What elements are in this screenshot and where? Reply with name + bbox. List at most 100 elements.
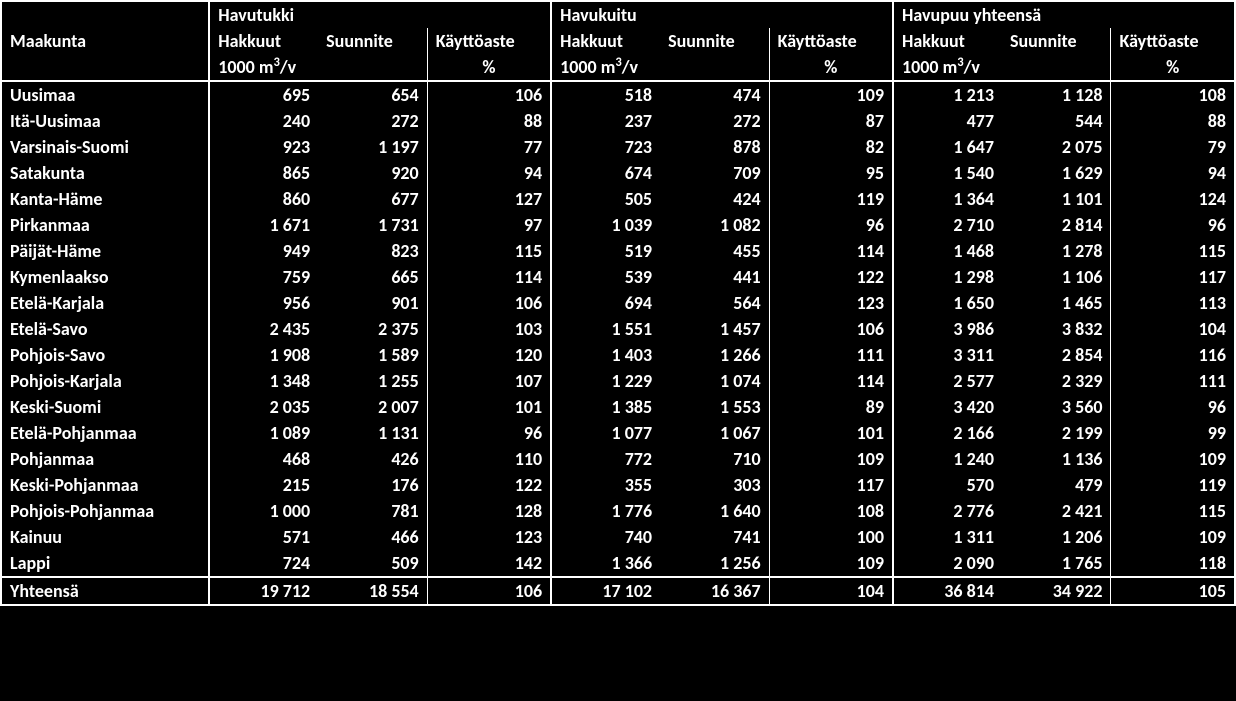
cell-region: Etelä-Savo <box>1 316 209 342</box>
cell-region: Pohjois-Karjala <box>1 368 209 394</box>
sub-kayttoaste-2: Käyttöaste <box>769 28 893 54</box>
cell-g2-s: 709 <box>660 160 769 186</box>
cell-g2-k: 114 <box>769 368 893 394</box>
total-g1-s: 18 554 <box>318 577 427 605</box>
sub-suunnite-2: Suunnite <box>660 28 769 54</box>
cell-g3-k: 104 <box>1111 316 1235 342</box>
cell-g3-s: 1 278 <box>1002 238 1111 264</box>
cell-region: Pohjanmaa <box>1 446 209 472</box>
cell-g3-h: 2 166 <box>893 420 1002 446</box>
cell-g1-k: 142 <box>427 550 551 577</box>
cell-g1-k: 110 <box>427 446 551 472</box>
cell-g3-k: 111 <box>1111 368 1235 394</box>
cell-g2-s: 741 <box>660 524 769 550</box>
cell-g1-k: 77 <box>427 134 551 160</box>
cell-g1-k: 115 <box>427 238 551 264</box>
cell-g2-h: 1 551 <box>551 316 660 342</box>
cell-g1-h: 468 <box>209 446 318 472</box>
cell-g1-k: 127 <box>427 186 551 212</box>
cell-g1-h: 759 <box>209 264 318 290</box>
cell-g3-s: 2 421 <box>1002 498 1111 524</box>
cell-g2-s: 878 <box>660 134 769 160</box>
cell-g3-h: 1 240 <box>893 446 1002 472</box>
cell-region: Keski-Pohjanmaa <box>1 472 209 498</box>
cell-g1-s: 1 589 <box>318 342 427 368</box>
cell-region: Pohjois-Pohjanmaa <box>1 498 209 524</box>
sub-hakkuut-1: Hakkuut <box>209 28 318 54</box>
cell-g3-s: 479 <box>1002 472 1111 498</box>
cell-g3-h: 1 364 <box>893 186 1002 212</box>
cell-g1-h: 923 <box>209 134 318 160</box>
unit-vol-2: 1000 m3/v <box>551 54 769 81</box>
cell-g3-s: 2 075 <box>1002 134 1111 160</box>
table-row: Kainuu5714661237407411001 3111 206109 <box>1 524 1235 550</box>
cell-g1-k: 123 <box>427 524 551 550</box>
cell-g1-h: 2 035 <box>209 394 318 420</box>
cell-g2-h: 674 <box>551 160 660 186</box>
cell-g3-s: 2 854 <box>1002 342 1111 368</box>
cell-g1-h: 2 435 <box>209 316 318 342</box>
cell-g2-s: 1 082 <box>660 212 769 238</box>
table-row: Päijät-Häme9498231155194551141 4681 2781… <box>1 238 1235 264</box>
cell-g3-s: 2 814 <box>1002 212 1111 238</box>
table-row: Pirkanmaa1 6711 731971 0391 082962 7102 … <box>1 212 1235 238</box>
cell-g3-h: 2 710 <box>893 212 1002 238</box>
cell-g2-k: 114 <box>769 238 893 264</box>
cell-g2-s: 1 256 <box>660 550 769 577</box>
table-foot: Yhteensä 19 712 18 554 106 17 102 16 367… <box>1 577 1235 605</box>
cell-g3-k: 88 <box>1111 108 1235 134</box>
group-2: Havukuitu <box>551 1 893 28</box>
cell-region: Pohjois-Savo <box>1 342 209 368</box>
cell-g1-s: 466 <box>318 524 427 550</box>
cell-g1-s: 426 <box>318 446 427 472</box>
cell-g2-h: 519 <box>551 238 660 264</box>
cell-g2-k: 117 <box>769 472 893 498</box>
cell-g2-s: 564 <box>660 290 769 316</box>
cell-region: Itä-Uusimaa <box>1 108 209 134</box>
cell-g3-h: 1 213 <box>893 81 1002 108</box>
cell-g2-s: 441 <box>660 264 769 290</box>
cell-g3-k: 116 <box>1111 342 1235 368</box>
total-g3-h: 36 814 <box>893 577 1002 605</box>
cell-region: Satakunta <box>1 160 209 186</box>
cell-g3-h: 477 <box>893 108 1002 134</box>
cell-g3-k: 119 <box>1111 472 1235 498</box>
total-label: Yhteensä <box>1 577 209 605</box>
cell-g2-h: 723 <box>551 134 660 160</box>
sub-kayttoaste-1: Käyttöaste <box>427 28 551 54</box>
group-3: Havupuu yhteensä <box>893 1 1235 28</box>
table-row: Kanta-Häme8606771275054241191 3641 10112… <box>1 186 1235 212</box>
cell-g2-s: 1 640 <box>660 498 769 524</box>
cell-g3-h: 3 420 <box>893 394 1002 420</box>
table-row: Itä-Uusimaa240272882372728747754488 <box>1 108 1235 134</box>
total-g1-h: 19 712 <box>209 577 318 605</box>
cell-g2-k: 106 <box>769 316 893 342</box>
unit-vol-1: 1000 m3/v <box>209 54 427 81</box>
cell-g3-k: 118 <box>1111 550 1235 577</box>
cell-g2-s: 1 074 <box>660 368 769 394</box>
col-region: Maakunta <box>1 1 209 81</box>
cell-g1-h: 860 <box>209 186 318 212</box>
cell-g2-s: 474 <box>660 81 769 108</box>
table-row: Etelä-Savo2 4352 3751031 5511 4571063 98… <box>1 316 1235 342</box>
cell-g3-s: 1 101 <box>1002 186 1111 212</box>
cell-g2-k: 109 <box>769 81 893 108</box>
cell-region: Kainuu <box>1 524 209 550</box>
table-row: Lappi7245091421 3661 2561092 0901 765118 <box>1 550 1235 577</box>
cell-g2-h: 740 <box>551 524 660 550</box>
cell-g3-k: 124 <box>1111 186 1235 212</box>
cell-g1-s: 781 <box>318 498 427 524</box>
cell-g1-k: 97 <box>427 212 551 238</box>
cell-g3-s: 1 629 <box>1002 160 1111 186</box>
cell-g2-s: 455 <box>660 238 769 264</box>
sub-hakkuut-2: Hakkuut <box>551 28 660 54</box>
cell-g1-k: 103 <box>427 316 551 342</box>
cell-g1-s: 823 <box>318 238 427 264</box>
cell-g2-k: 82 <box>769 134 893 160</box>
cell-g2-h: 505 <box>551 186 660 212</box>
cell-g1-h: 1 908 <box>209 342 318 368</box>
cell-g2-h: 694 <box>551 290 660 316</box>
cell-g2-k: 111 <box>769 342 893 368</box>
cell-g2-s: 272 <box>660 108 769 134</box>
cell-g1-s: 2 007 <box>318 394 427 420</box>
